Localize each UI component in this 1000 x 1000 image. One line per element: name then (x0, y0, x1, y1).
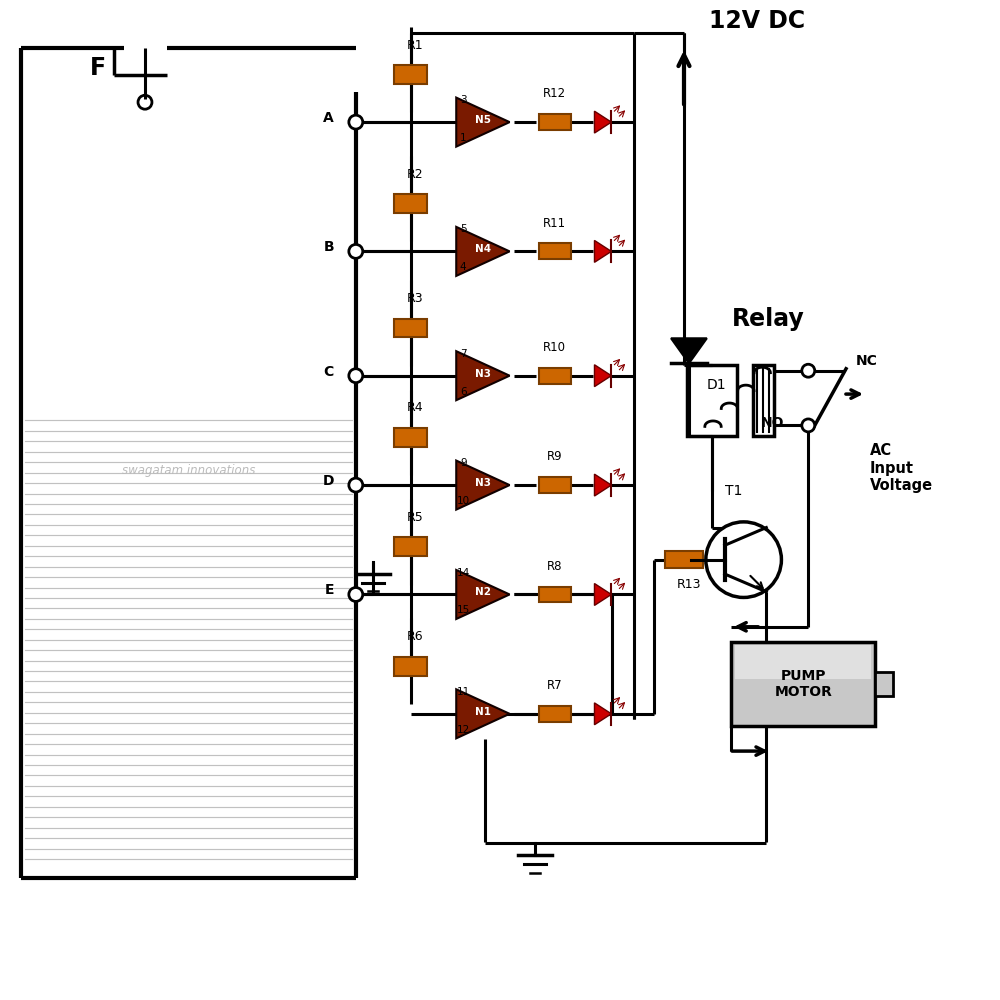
Polygon shape (456, 351, 510, 400)
Text: D: D (322, 474, 334, 488)
Text: R13: R13 (677, 578, 701, 591)
FancyBboxPatch shape (753, 365, 774, 436)
Text: R6: R6 (407, 630, 424, 643)
FancyBboxPatch shape (394, 194, 427, 213)
FancyBboxPatch shape (539, 368, 571, 384)
Text: AC
Input
Voltage: AC Input Voltage (870, 443, 933, 493)
FancyBboxPatch shape (539, 706, 571, 722)
Circle shape (802, 364, 815, 377)
Text: T1: T1 (725, 484, 742, 498)
FancyBboxPatch shape (394, 537, 427, 556)
Text: 5: 5 (460, 224, 467, 234)
Polygon shape (456, 98, 510, 147)
Text: 15: 15 (457, 605, 470, 615)
Text: R4: R4 (407, 401, 424, 414)
FancyBboxPatch shape (731, 642, 875, 726)
Text: R10: R10 (543, 341, 566, 354)
Circle shape (138, 95, 152, 109)
Polygon shape (671, 338, 707, 363)
Text: R3: R3 (407, 292, 424, 305)
Polygon shape (456, 461, 510, 510)
Text: N3: N3 (475, 369, 491, 379)
Text: 3: 3 (460, 95, 467, 105)
Text: 11: 11 (457, 687, 470, 697)
Circle shape (349, 115, 363, 129)
Text: N2: N2 (475, 587, 491, 597)
Text: D1: D1 (707, 378, 727, 392)
Circle shape (349, 588, 363, 601)
FancyBboxPatch shape (875, 672, 893, 696)
FancyBboxPatch shape (735, 645, 871, 679)
Polygon shape (594, 474, 611, 496)
Text: A: A (323, 111, 334, 125)
Circle shape (349, 369, 363, 383)
Text: R5: R5 (407, 511, 424, 524)
Text: 10: 10 (457, 496, 470, 506)
FancyBboxPatch shape (539, 114, 571, 130)
Text: PUMP
MOTOR: PUMP MOTOR (774, 669, 832, 699)
Text: B: B (323, 240, 334, 254)
FancyBboxPatch shape (539, 587, 571, 602)
Circle shape (802, 419, 815, 432)
Text: 12V DC: 12V DC (709, 9, 805, 33)
Text: F: F (90, 56, 106, 80)
Text: N5: N5 (475, 115, 491, 125)
Text: 9: 9 (460, 458, 467, 468)
Polygon shape (594, 111, 611, 133)
FancyBboxPatch shape (687, 365, 737, 436)
Text: Relay: Relay (732, 307, 805, 331)
FancyBboxPatch shape (539, 243, 571, 259)
Text: 6: 6 (460, 387, 467, 397)
Text: 7: 7 (460, 349, 467, 359)
Polygon shape (456, 689, 510, 738)
Text: E: E (324, 583, 334, 597)
Circle shape (349, 244, 363, 258)
Text: 12: 12 (457, 725, 470, 735)
Text: R8: R8 (547, 560, 562, 573)
Text: R7: R7 (547, 679, 563, 692)
FancyBboxPatch shape (394, 657, 427, 676)
FancyBboxPatch shape (394, 428, 427, 447)
Text: R11: R11 (543, 217, 566, 230)
Text: N1: N1 (475, 707, 491, 717)
Text: R12: R12 (543, 87, 566, 100)
Text: C: C (324, 365, 334, 379)
Circle shape (706, 522, 781, 597)
Polygon shape (456, 570, 510, 619)
Polygon shape (594, 365, 611, 387)
Text: N4: N4 (475, 244, 491, 254)
Text: R9: R9 (547, 450, 563, 463)
Circle shape (349, 478, 363, 492)
Text: 1: 1 (460, 133, 467, 143)
Text: R1: R1 (407, 39, 424, 52)
Polygon shape (456, 227, 510, 276)
Text: N3: N3 (475, 478, 491, 488)
Polygon shape (594, 703, 611, 725)
FancyBboxPatch shape (394, 65, 427, 84)
Text: 4: 4 (460, 262, 467, 272)
Text: NO: NO (761, 416, 784, 430)
FancyBboxPatch shape (394, 319, 427, 337)
Text: swagatam innovations: swagatam innovations (122, 464, 255, 477)
FancyBboxPatch shape (665, 551, 703, 568)
Text: 14: 14 (457, 568, 470, 578)
Text: NC: NC (856, 354, 878, 368)
Polygon shape (594, 584, 611, 605)
FancyBboxPatch shape (539, 477, 571, 493)
Polygon shape (594, 240, 611, 262)
Text: R2: R2 (407, 168, 424, 181)
